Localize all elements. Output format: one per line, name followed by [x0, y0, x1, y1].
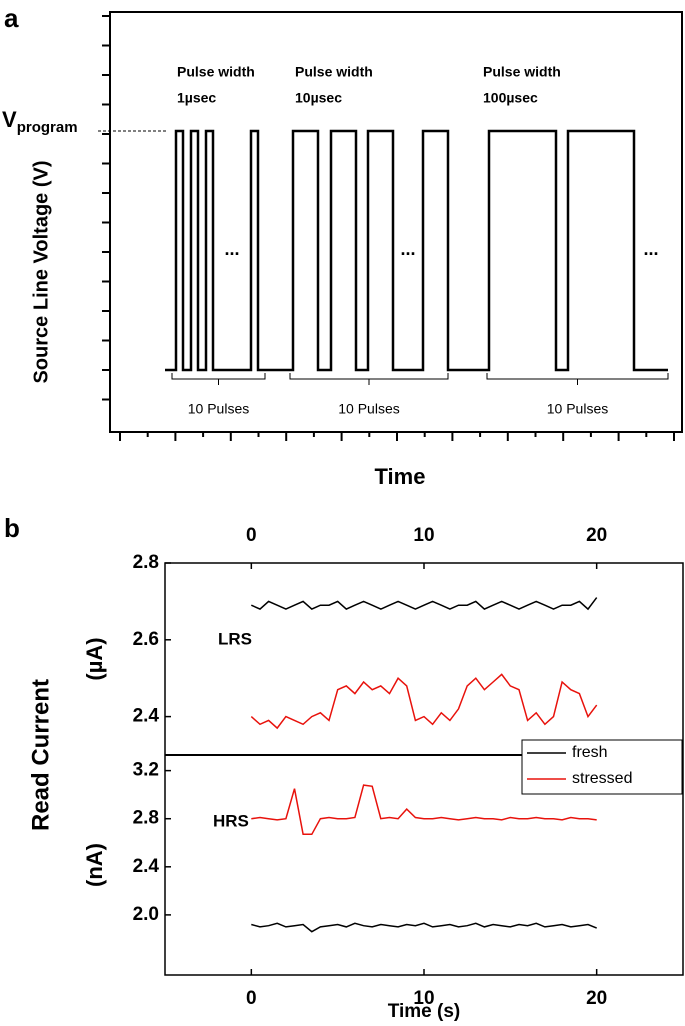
annotation: HRS	[213, 811, 249, 830]
pulse-width-label: Pulse width	[483, 64, 561, 80]
y-axis-unit-label: (nA)	[82, 843, 107, 887]
pulse-width-label: Pulse width	[177, 64, 255, 80]
y-axis-label: Read Current	[27, 679, 54, 831]
level-label: Vprogram	[2, 107, 78, 136]
data-line	[251, 922, 597, 933]
y-tick-label: 2.6	[133, 629, 159, 650]
pulse-count-label: 10 Pulses	[188, 401, 249, 417]
panel-label: b	[4, 513, 20, 543]
y-axis-label: Source Line Voltage (V)	[30, 161, 52, 384]
pulse-count-label: 10 Pulses	[547, 401, 608, 417]
x-tick-label: 20	[586, 525, 607, 546]
x-tick-label: 20	[586, 988, 607, 1009]
y-axis-unit-label: (µA)	[82, 637, 107, 680]
level-label-sub: program	[17, 119, 78, 136]
pulse-width-label: 10µsec	[295, 90, 342, 106]
x-axis-label: Time (s)	[388, 1001, 461, 1022]
x-tick-label: 10	[413, 525, 434, 546]
pulse-width-label: Pulse width	[295, 64, 373, 80]
level-label-main: V	[2, 107, 17, 132]
data-line	[251, 784, 597, 836]
x-tick-label: 10	[413, 988, 434, 1009]
x-tick-label: 0	[246, 988, 257, 1009]
data-line	[250, 597, 598, 611]
y-tick-label: 2.8	[133, 808, 159, 829]
data-line	[250, 673, 598, 730]
legend-box	[521, 739, 683, 795]
y-tick-label: 2.4	[133, 856, 160, 877]
ellipsis: ...	[643, 239, 658, 259]
pulse-bracket	[486, 373, 669, 385]
pulse-width-label: 100µsec	[483, 90, 538, 106]
legend-label: fresh	[572, 744, 608, 761]
pulse-waveform	[165, 129, 668, 372]
y-tick-label: 2.4	[133, 706, 160, 727]
pulse-width-label: 1µsec	[177, 90, 216, 106]
annotation: LRS	[218, 629, 252, 648]
x-tick-label: 0	[246, 525, 257, 546]
x-axis-label: Time	[375, 464, 426, 489]
ellipsis: ...	[400, 239, 415, 259]
pulse-bracket	[171, 373, 266, 385]
ellipsis: ...	[224, 239, 239, 259]
pulse-count-label: 10 Pulses	[338, 401, 399, 417]
y-tick-label: 2.0	[133, 904, 159, 925]
pulse-bracket	[289, 373, 449, 385]
panel-label: a	[4, 3, 19, 33]
y-tick-label: 2.8	[133, 552, 159, 573]
legend-label: stressed	[572, 770, 632, 787]
y-tick-label: 3.2	[133, 760, 159, 781]
